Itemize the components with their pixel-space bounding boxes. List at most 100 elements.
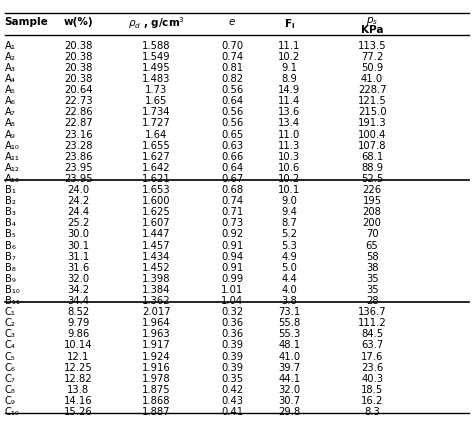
Text: B₅: B₅	[5, 229, 16, 239]
Text: 16.2: 16.2	[361, 395, 383, 405]
Text: 200: 200	[363, 218, 382, 228]
Text: B₈: B₈	[5, 262, 16, 272]
Text: 41.0: 41.0	[361, 74, 383, 84]
Text: 13.8: 13.8	[67, 384, 89, 394]
Text: 84.5: 84.5	[361, 328, 383, 339]
Text: 0.56: 0.56	[221, 107, 243, 117]
Text: 208: 208	[363, 207, 382, 217]
Text: 0.36: 0.36	[221, 328, 243, 339]
Text: $\mathbf{F_i}$: $\mathbf{F_i}$	[283, 17, 295, 31]
Text: 0.39: 0.39	[221, 351, 243, 361]
Text: 10.14: 10.14	[64, 340, 92, 350]
Text: 29.8: 29.8	[278, 406, 300, 416]
Text: 11.1: 11.1	[278, 40, 301, 51]
Text: A₄: A₄	[5, 74, 16, 84]
Text: C₁: C₁	[5, 306, 16, 317]
Text: 14.9: 14.9	[278, 85, 300, 95]
Text: 1.621: 1.621	[142, 173, 171, 184]
Text: 8.7: 8.7	[281, 218, 297, 228]
Text: A₈: A₈	[5, 118, 16, 128]
Text: B₁₀: B₁₀	[5, 284, 19, 294]
Text: 0.32: 0.32	[221, 306, 243, 317]
Text: 20.38: 20.38	[64, 63, 92, 73]
Text: 32.0: 32.0	[67, 273, 89, 283]
Text: 88.9: 88.9	[361, 162, 383, 173]
Text: 111.2: 111.2	[358, 317, 386, 328]
Text: 1.963: 1.963	[142, 328, 171, 339]
Text: 10.2: 10.2	[278, 173, 300, 184]
Text: 0.74: 0.74	[221, 52, 243, 62]
Text: 107.8: 107.8	[358, 140, 386, 150]
Text: 55.3: 55.3	[278, 328, 300, 339]
Text: $p_s$: $p_s$	[366, 15, 378, 27]
Text: 1.452: 1.452	[142, 262, 171, 272]
Text: 1.607: 1.607	[142, 218, 171, 228]
Text: 20.38: 20.38	[64, 74, 92, 84]
Text: 195: 195	[363, 196, 382, 206]
Text: 73.1: 73.1	[278, 306, 300, 317]
Text: Sample: Sample	[5, 17, 48, 27]
Text: 191.3: 191.3	[358, 118, 386, 128]
Text: 0.91: 0.91	[221, 240, 243, 250]
Text: 0.64: 0.64	[221, 96, 243, 106]
Text: A₁₂: A₁₂	[5, 162, 19, 173]
Text: 1.457: 1.457	[142, 240, 171, 250]
Text: B₇: B₇	[5, 251, 16, 261]
Text: 34.4: 34.4	[67, 295, 89, 305]
Text: 10.3: 10.3	[278, 151, 300, 161]
Text: 113.5: 113.5	[358, 40, 386, 51]
Text: 23.95: 23.95	[64, 162, 92, 173]
Text: $\rho_d$ , g/cm$^3$: $\rho_d$ , g/cm$^3$	[128, 15, 185, 31]
Text: 20.64: 20.64	[64, 85, 92, 95]
Text: 1.655: 1.655	[142, 140, 171, 150]
Text: 0.92: 0.92	[221, 229, 243, 239]
Text: 0.64: 0.64	[221, 162, 243, 173]
Text: 0.70: 0.70	[221, 40, 243, 51]
Text: 5.3: 5.3	[281, 240, 297, 250]
Text: 20.38: 20.38	[64, 40, 92, 51]
Text: 12.82: 12.82	[64, 373, 92, 383]
Text: C₁₀: C₁₀	[5, 406, 19, 416]
Text: 11.3: 11.3	[278, 140, 300, 150]
Text: 0.73: 0.73	[221, 218, 243, 228]
Text: 9.0: 9.0	[281, 196, 297, 206]
Text: 0.91: 0.91	[221, 262, 243, 272]
Text: 11.0: 11.0	[278, 129, 300, 139]
Text: 35: 35	[366, 284, 378, 294]
Text: 4.9: 4.9	[281, 251, 297, 261]
Text: 0.67: 0.67	[221, 173, 243, 184]
Text: 58: 58	[366, 251, 378, 261]
Text: 38: 38	[366, 262, 378, 272]
Text: 0.99: 0.99	[221, 273, 243, 283]
Text: 0.41: 0.41	[221, 406, 243, 416]
Text: 22.86: 22.86	[64, 107, 92, 117]
Text: 13.6: 13.6	[278, 107, 300, 117]
Text: 1.01: 1.01	[221, 284, 243, 294]
Text: 35: 35	[366, 273, 378, 283]
Text: A₃: A₃	[5, 63, 16, 73]
Text: B₁₁: B₁₁	[5, 295, 19, 305]
Text: 1.887: 1.887	[142, 406, 171, 416]
Text: 23.86: 23.86	[64, 151, 92, 161]
Text: 9.4: 9.4	[281, 207, 297, 217]
Text: 14.16: 14.16	[64, 395, 92, 405]
Text: 1.917: 1.917	[142, 340, 171, 350]
Text: 1.434: 1.434	[142, 251, 171, 261]
Text: 31.6: 31.6	[67, 262, 89, 272]
Text: 10.2: 10.2	[278, 52, 300, 62]
Text: 1.653: 1.653	[142, 184, 171, 195]
Text: B₉: B₉	[5, 273, 16, 283]
Text: 0.71: 0.71	[221, 207, 243, 217]
Text: 24.4: 24.4	[67, 207, 89, 217]
Text: 12.1: 12.1	[67, 351, 90, 361]
Text: 4.0: 4.0	[281, 284, 297, 294]
Text: B₆: B₆	[5, 240, 16, 250]
Text: 0.94: 0.94	[221, 251, 243, 261]
Text: 9.1: 9.1	[281, 63, 297, 73]
Text: 4.4: 4.4	[281, 273, 297, 283]
Text: C₉: C₉	[5, 395, 16, 405]
Text: 68.1: 68.1	[361, 151, 383, 161]
Text: A₂: A₂	[5, 52, 16, 62]
Text: 28: 28	[366, 295, 378, 305]
Text: 30.7: 30.7	[278, 395, 300, 405]
